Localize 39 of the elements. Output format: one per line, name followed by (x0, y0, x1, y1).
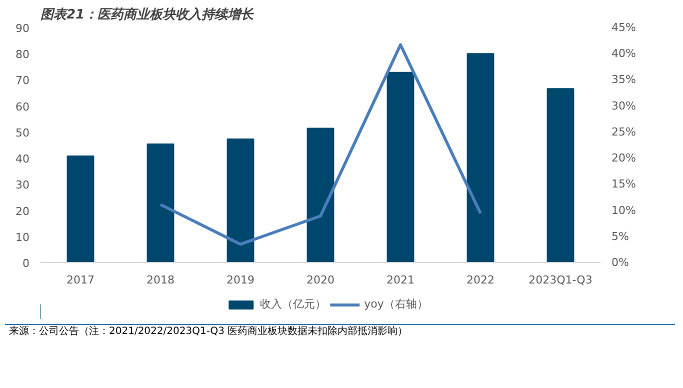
x-tick-label: 2020 (306, 274, 335, 286)
y-tick-label: 10 (16, 230, 30, 244)
y2-tick-label: 25% (612, 125, 636, 138)
bar (386, 72, 414, 262)
y2-tick-label: 35% (612, 73, 636, 86)
bar (546, 88, 574, 262)
x-tick-label: 2019 (226, 274, 255, 286)
y2-tick-label: 45% (612, 21, 636, 34)
y-tick-label: 60 (16, 100, 30, 114)
bar (146, 143, 174, 262)
y2-tick-label: 15% (612, 178, 636, 191)
y-tick-label: 80 (16, 48, 30, 62)
y-tick-label: 20 (16, 204, 30, 218)
y-tick-label: 90 (16, 22, 30, 35)
y2-tick-label: 30% (612, 99, 636, 112)
y-tick-label: 70 (16, 74, 30, 88)
chart-title: 图表21：医药商业板块收入持续增长 (40, 6, 255, 22)
y2-tick-label: 20% (612, 152, 636, 165)
y-tick-label: 30 (16, 178, 30, 192)
legend-label: yoy（右轴） (364, 296, 428, 312)
y-tick-label: 50 (16, 126, 30, 140)
y2-tick-label: 40% (612, 47, 636, 60)
x-tick-label: 2017 (66, 274, 95, 286)
y2-tick-label: 5% (612, 230, 629, 243)
source-note: 来源：公司公告（注：2021/2022/2023Q1-Q3 医药商业板块数据未扣除内部抵消影响） (9, 325, 408, 339)
bar (226, 138, 254, 262)
bar (466, 53, 494, 262)
bar (66, 155, 94, 262)
y-tick-label: 40 (16, 152, 30, 166)
y-tick-label: 0 (22, 257, 30, 270)
x-tick-label: 2023Q1-Q3 (528, 274, 592, 286)
y2-tick-label: 10% (612, 204, 636, 217)
x-tick-label: 2018 (146, 274, 175, 286)
line-series (159, 43, 482, 246)
x-tick-label: 2021 (386, 274, 415, 286)
legend-label: 收入（亿元） (260, 296, 326, 312)
x-tick-label: 2022 (466, 274, 495, 286)
bar (306, 128, 334, 262)
y2-tick-label: 0% (612, 256, 629, 269)
